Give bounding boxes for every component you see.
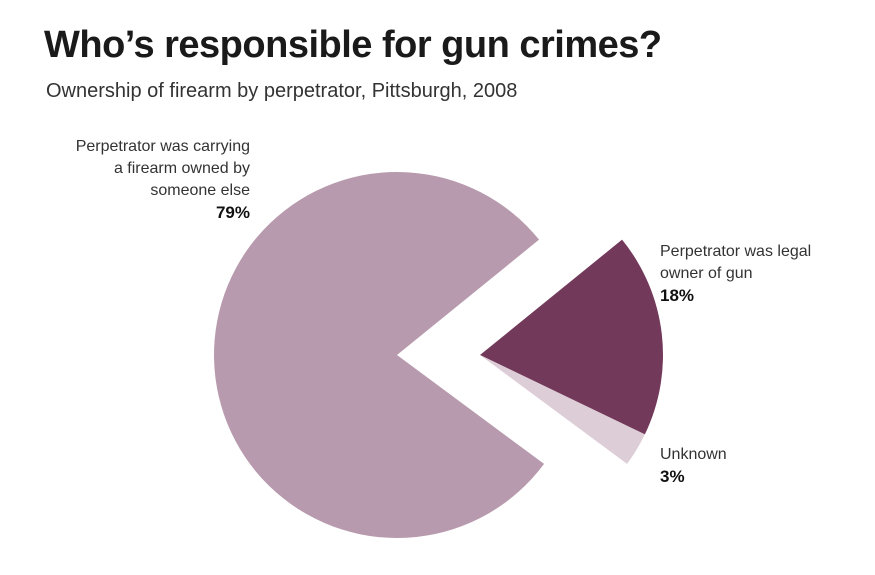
slice-label-line: Perpetrator was legal: [660, 243, 812, 260]
slice-label-unknown: Unknown 3%: [660, 444, 727, 488]
slice-label-line: a firearm owned by: [113, 160, 250, 177]
pie-slice-unknown: [480, 355, 645, 464]
slice-label-line: owner of gun: [660, 265, 753, 282]
slice-label-line: someone else: [150, 182, 250, 199]
slice-label-line: Perpetrator was carrying: [75, 138, 250, 155]
pie-slice-legal-owner: [480, 239, 663, 435]
slice-value-label: 18%: [660, 286, 695, 305]
slice-value-label: 79%: [215, 203, 250, 222]
slice-label-someone-else: Perpetrator was carrying a firearm owned…: [76, 136, 250, 224]
chart-title: Who’s responsible for gun crimes?: [44, 24, 662, 66]
slice-label-line: Unknown: [660, 446, 727, 463]
slice-value-label: 3%: [660, 467, 685, 486]
slice-label-legal-owner: Perpetrator was legal owner of gun 18%: [660, 241, 811, 307]
chart-subtitle: Ownership of firearm by perpetrator, Pit…: [46, 80, 518, 102]
pie-slice-someone-else: [213, 171, 545, 538]
